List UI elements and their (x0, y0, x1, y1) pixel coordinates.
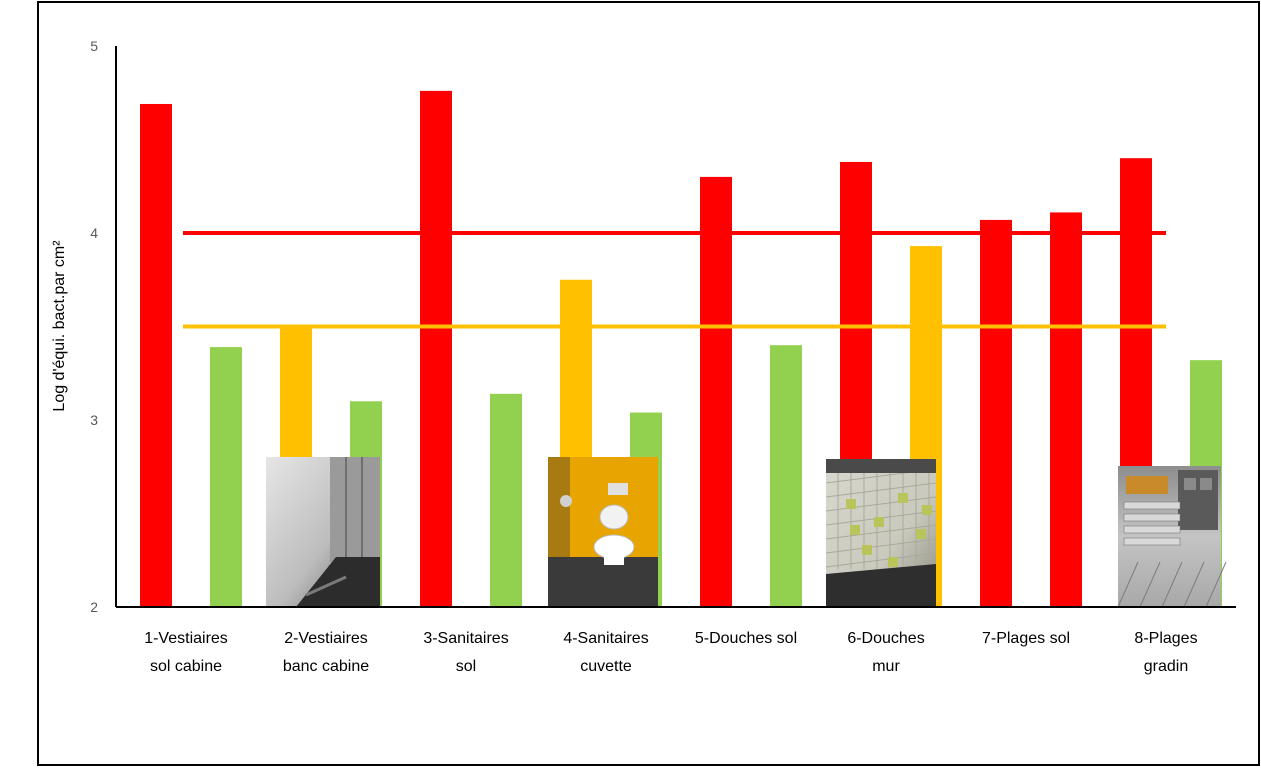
bar (140, 103, 172, 607)
x-tick-label: 1-Vestiaires (144, 630, 228, 647)
x-tick-label: 3-Sanitaires (423, 630, 508, 647)
bar (770, 345, 802, 607)
x-tick-label: 6-Douches (847, 630, 924, 647)
photos (266, 457, 1227, 608)
x-tick-label: 4-Sanitaires (563, 630, 648, 647)
x-tick-label: sol cabine (150, 658, 222, 675)
y-tick-label: 4 (90, 225, 98, 241)
x-tick-label: banc cabine (283, 658, 369, 675)
x-tick-label: cuvette (580, 658, 632, 675)
x-tick-label: gradin (1144, 658, 1188, 675)
category-labels: 1-Vestiaires sol cabine 2-Vestiaires banc c… (144, 630, 1197, 675)
bar (1050, 212, 1082, 607)
x-tick-label: 8-Plages (1134, 630, 1197, 647)
y-tick-label: 5 (90, 38, 98, 54)
bar (980, 219, 1012, 607)
y-tick-label: 2 (90, 599, 98, 615)
pool-deck-bleachers-photo (1117, 466, 1227, 608)
toilet-stall-photo (548, 457, 658, 607)
bar (210, 347, 242, 607)
x-tick-label: 5-Douches sol (695, 630, 797, 647)
threshold-lines (183, 231, 1166, 329)
x-tick-label: mur (872, 658, 900, 675)
x-tick-label: 7-Plages sol (982, 630, 1070, 647)
x-tick-label: 2-Vestiaires (284, 630, 368, 647)
y-tick-label: 3 (90, 412, 98, 428)
y-tick-labels: 2 3 4 5 (90, 38, 98, 615)
locker-room-cabin-floor-photo (266, 457, 380, 607)
shower-tiled-wall-photo (825, 459, 937, 607)
bar (490, 393, 522, 607)
bar (420, 90, 452, 607)
x-tick-label: sol (456, 658, 476, 675)
y-axis-title: Log d'équi. bact.par cm² (51, 240, 68, 412)
bar (700, 176, 732, 607)
